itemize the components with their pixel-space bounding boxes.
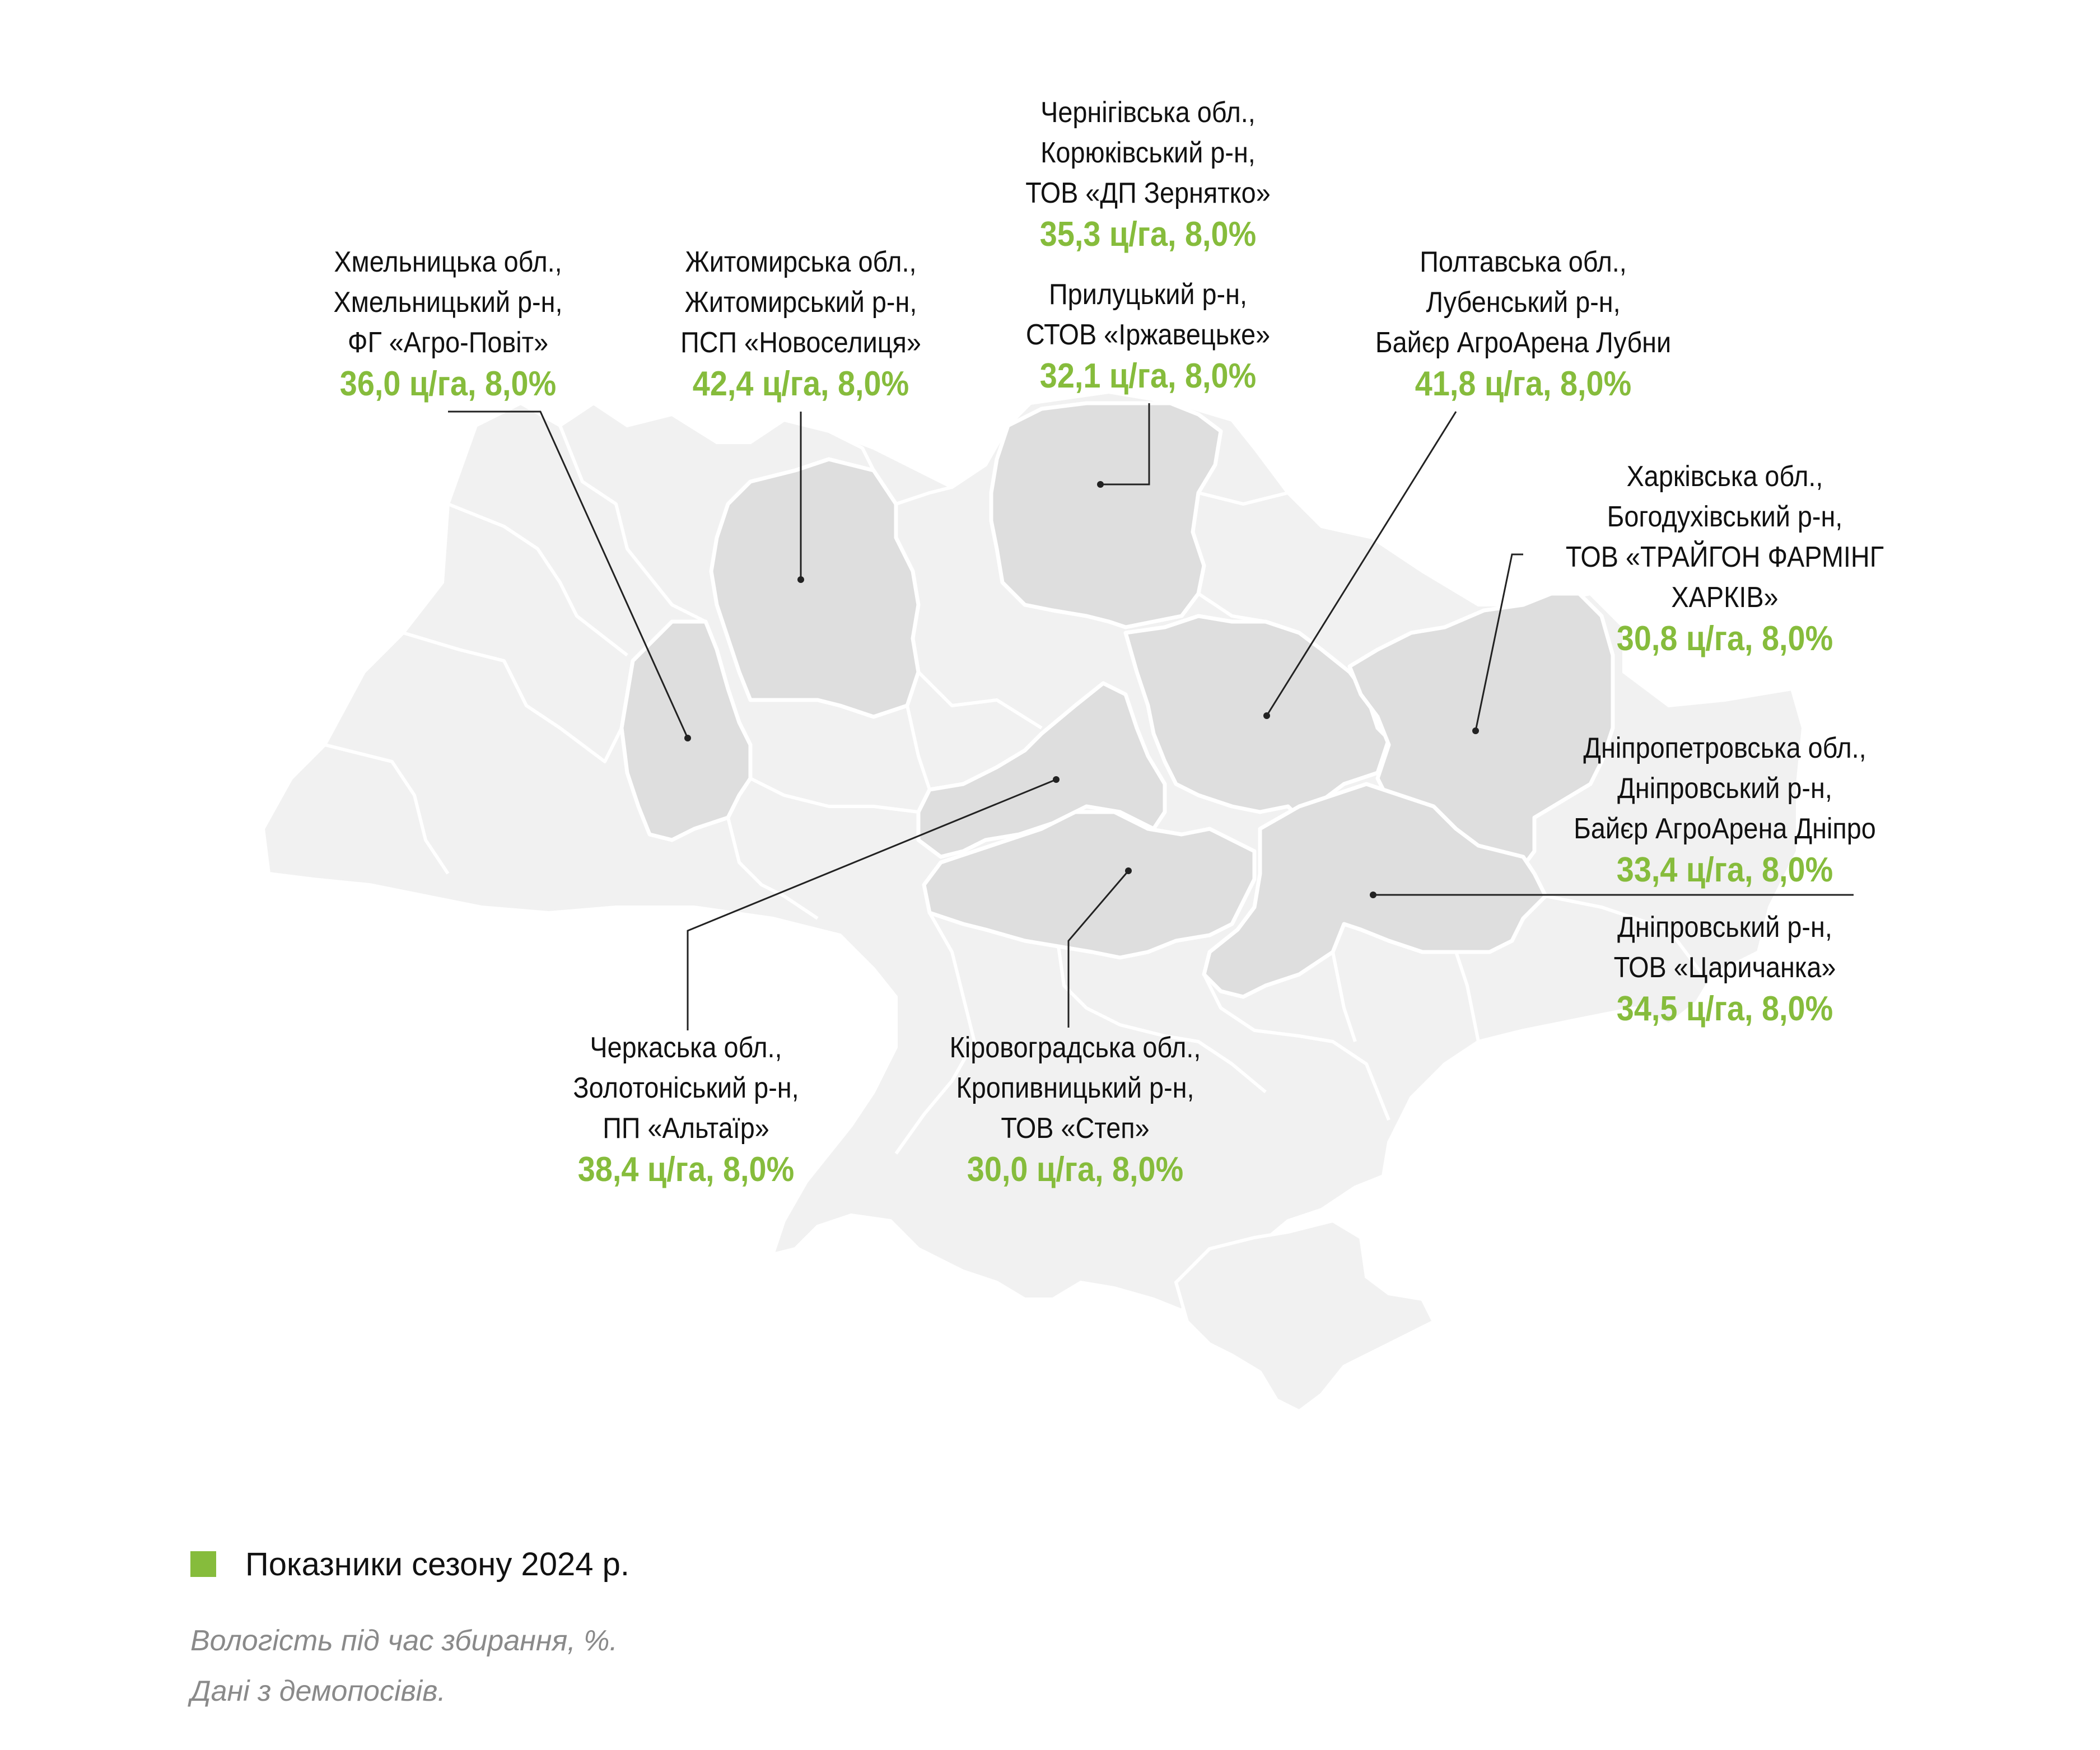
annotation-value: 38,4 ц/га, 8,0% bbox=[577, 1150, 795, 1189]
annotation-value: 35,3 ц/га, 8,0% bbox=[1039, 215, 1257, 254]
annotation-chernihiv-koriukivka: Чернігівська обл., Корюківський р-н, ТОВ… bbox=[997, 92, 1299, 256]
annotation-value: 42,4 ц/га, 8,0% bbox=[692, 365, 909, 403]
annotation-value: 33,4 ц/га, 8,0% bbox=[1616, 851, 1833, 889]
annotation-line: ФГ «Агро-Повіт» bbox=[347, 326, 549, 359]
zhytomyr-oblast bbox=[709, 457, 921, 719]
legend-swatch bbox=[190, 1551, 216, 1577]
annotation-value: 41,8 ц/га, 8,0% bbox=[1415, 365, 1632, 403]
annotation-line: ПП «Альтаїр» bbox=[603, 1112, 769, 1145]
leader-lines bbox=[448, 403, 1854, 1030]
annotation-line: Дніпропетровська обл., bbox=[1583, 732, 1866, 764]
annotation-line: Черкаська обл., bbox=[590, 1032, 782, 1064]
crimea bbox=[1174, 1219, 1436, 1413]
leader-kirovohrad bbox=[1067, 870, 1130, 1028]
annotation-value: 34,5 ц/га, 8,0% bbox=[1616, 990, 1833, 1028]
annotation-dnipro-tsarychanka: Дніпровський р-н, ТОВ «Царичанка» 34,5 ц… bbox=[1579, 907, 1870, 1030]
annotation-line: ТОВ «ТРАЙГОН ФАРМІНГ bbox=[1565, 541, 1884, 573]
leader-cherkasy bbox=[687, 778, 1057, 1030]
annotation-line: Полтавська обл., bbox=[1420, 246, 1627, 278]
annotation-line: ТОВ «Степ» bbox=[1001, 1112, 1150, 1145]
leader-kharkiv bbox=[1474, 553, 1523, 731]
moisture-note: Вологість під час збирання, %. bbox=[190, 1625, 618, 1657]
leader-kharkiv-dot bbox=[1472, 727, 1479, 734]
annotation-line: Кіровоградська обл., bbox=[949, 1032, 1201, 1064]
region-borders bbox=[324, 424, 1704, 1155]
annotation-line: Харківська обл., bbox=[1626, 460, 1823, 493]
source-note: Дані з демопосівів. bbox=[190, 1675, 446, 1707]
annotation-line: Лубенський р-н, bbox=[1426, 286, 1621, 319]
annotation-line: ХАРКІВ» bbox=[1671, 581, 1779, 614]
annotation-line: Чернігівська обл., bbox=[1040, 96, 1256, 129]
annotation-line: СТОВ «Іржавецьке» bbox=[1025, 319, 1271, 351]
leader-khmelnytskyi-dot bbox=[684, 735, 691, 741]
leader-poltava-dot bbox=[1263, 712, 1270, 719]
annotation-line: Корюківський р-н, bbox=[1040, 137, 1256, 169]
annotation-line: Хмельницька обл., bbox=[334, 246, 562, 278]
annotation-poltava: Полтавська обл., Лубенський р-н, Байєр А… bbox=[1355, 242, 1691, 405]
leader-khmelnytskyi bbox=[448, 410, 689, 739]
annotation-chernihiv-pryluky: Прилуцький р-н, СТОВ «Іржавецьке» 32,1 ц… bbox=[997, 274, 1299, 398]
leader-dnipro-dot bbox=[1370, 892, 1376, 898]
annotation-line: ТОВ «Царичанка» bbox=[1613, 951, 1836, 984]
annotation-value: 32,1 ц/га, 8,0% bbox=[1039, 357, 1257, 395]
annotation-line: Дніпровський р-н, bbox=[1617, 911, 1832, 944]
leader-cherkasy-dot bbox=[1053, 776, 1060, 783]
annotation-line: Житомирська обл., bbox=[685, 246, 917, 278]
annotation-line: ТОВ «ДП Зернятко» bbox=[1025, 177, 1271, 209]
leader-kirovohrad-dot bbox=[1125, 867, 1132, 874]
leader-chernihiv bbox=[1100, 403, 1150, 486]
annotation-kirovohrad: Кіровоградська обл., Кропивницький р-н, … bbox=[918, 1028, 1232, 1191]
annotation-line: Дніпровський р-н, bbox=[1617, 772, 1832, 805]
annotation-value: 30,8 ц/га, 8,0% bbox=[1616, 619, 1833, 658]
highlighted-oblasts bbox=[619, 401, 1615, 999]
leader-poltava bbox=[1266, 411, 1457, 716]
annotation-line: Байєр АгроАрена Дніпро bbox=[1574, 813, 1876, 845]
annotation-value: 30,0 ц/га, 8,0% bbox=[967, 1150, 1184, 1189]
annotation-line: Житомирський р-н, bbox=[684, 286, 917, 319]
annotation-line: Кропивницький р-н, bbox=[956, 1072, 1194, 1104]
annotation-cherkasy: Черкаська обл., Золотоніський р-н, ПП «А… bbox=[540, 1028, 832, 1191]
chernihiv-oblast bbox=[989, 401, 1223, 629]
annotation-dnipro-arena: Дніпропетровська обл., Дніпровський р-н,… bbox=[1546, 728, 1904, 892]
annotation-line: Прилуцький р-н, bbox=[1049, 278, 1247, 311]
legend-label: Показники сезону 2024 р. bbox=[245, 1546, 629, 1583]
kirovohrad-oblast bbox=[922, 810, 1257, 960]
leader-zhytomyr-dot bbox=[797, 576, 804, 583]
annotation-kharkiv: Харківська обл., Богодухівський р-н, ТОВ… bbox=[1546, 456, 1904, 660]
annotation-line: Богодухівський р-н, bbox=[1607, 501, 1843, 533]
annotation-line: Золотоніський р-н, bbox=[573, 1072, 799, 1104]
leader-chernihiv-dot bbox=[1097, 481, 1104, 488]
annotation-khmelnytskyi: Хмельницька обл., Хмельницький р-н, ФГ «… bbox=[302, 242, 594, 405]
khmelnytskyi-oblast bbox=[619, 619, 753, 842]
annotation-line: Хмельницький р-н, bbox=[333, 286, 563, 319]
annotation-value: 36,0 ц/га, 8,0% bbox=[339, 365, 557, 403]
annotation-line: ПСП «Новоселиця» bbox=[680, 326, 921, 359]
annotation-zhytomyr: Житомирська обл., Житомирський р-н, ПСП … bbox=[655, 242, 946, 405]
annotation-line: Байєр АгроАрена Лубни bbox=[1375, 326, 1672, 359]
